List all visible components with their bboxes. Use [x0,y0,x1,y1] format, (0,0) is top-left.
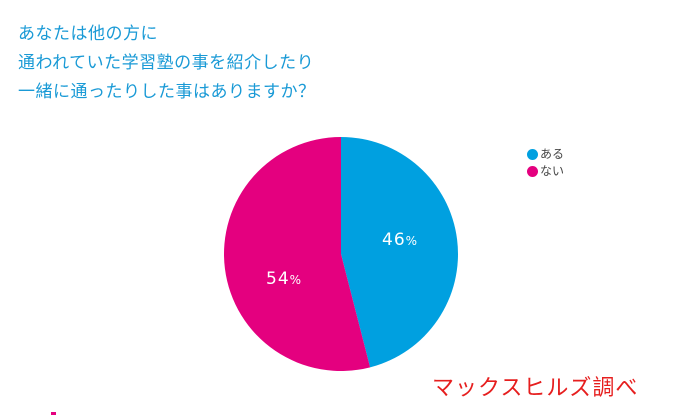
legend-label: ない [540,164,565,178]
chart-title: あなたは他の方に 通われていた学習塾の事を紹介したり 一緒に通ったりした事はあり… [18,20,316,107]
slice-unit-aru: % [405,234,419,248]
decorative-mark [51,412,56,415]
legend-dot-icon [527,149,538,160]
legend-dot-icon [527,166,538,177]
legend-item-nai: ない [527,163,564,180]
title-line-1: あなたは他の方に [18,24,158,44]
slice-value-aru: 46 [382,230,406,250]
slice-label-aru: 46% [382,230,418,250]
pie-slice-nai [224,137,371,371]
legend-item-aru: ある [527,146,564,163]
title-line-3: 一緒に通ったりした事はありますか？ [18,82,316,102]
slice-value-nai: 54 [266,269,290,289]
source-note: マックスヒルズ調べ [432,376,639,401]
slice-label-nai: 54% [266,269,302,289]
title-line-2: 通われていた学習塾の事を紹介したり [18,53,315,73]
slice-unit-nai: % [289,273,303,287]
legend: ある ない [527,146,564,180]
legend-label: ある [540,147,565,161]
pie-slice-aru [341,137,459,368]
